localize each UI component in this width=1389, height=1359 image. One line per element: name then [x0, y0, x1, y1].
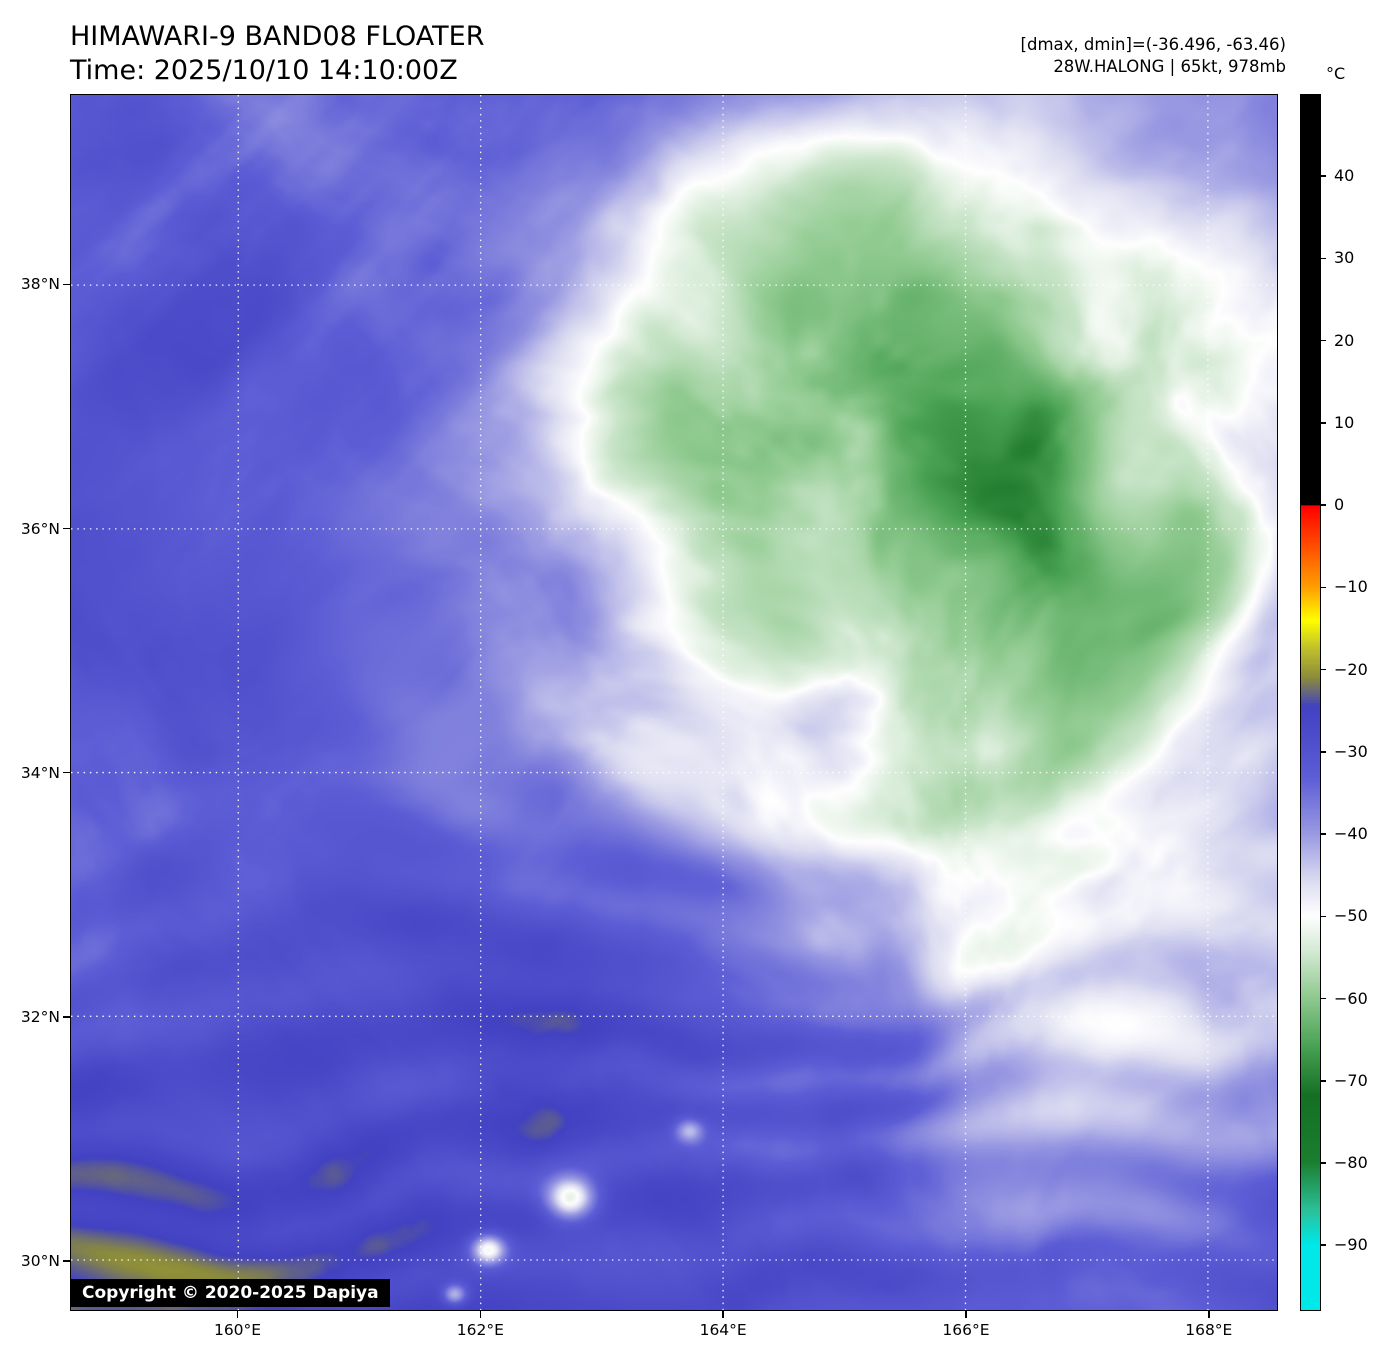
- lat-tick-label: 34°N: [20, 763, 60, 782]
- lat-tick-label: 30°N: [20, 1251, 60, 1270]
- colorbar-tick-label: −80: [1334, 1152, 1368, 1172]
- colorbar-tick-label: −10: [1334, 577, 1368, 597]
- colorbar-tick-mark: [1321, 175, 1326, 177]
- colorbar-tick-mark: [1321, 915, 1326, 918]
- colorbar-tick-mark: [1321, 586, 1326, 589]
- satellite-canvas: [71, 95, 1277, 1310]
- lon-tick-mark: [1208, 1311, 1210, 1318]
- copyright-badge: Copyright © 2020-2025 Dapiya: [71, 1279, 390, 1307]
- grid-overlay: [71, 95, 1277, 1310]
- colorbar-tick-mark: [1321, 1162, 1326, 1164]
- colorbar-tick-label: −90: [1334, 1235, 1368, 1255]
- colorbar-tick-mark: [1321, 997, 1326, 1000]
- lon-tick-label: 166°E: [942, 1321, 990, 1339]
- title-block: HIMAWARI-9 BAND08 FLOATER Time: 2025/10/…: [70, 20, 484, 88]
- lon-tick-mark: [965, 1311, 967, 1318]
- stats-line: [dmax, dmin]=(-36.496, -63.46): [1020, 35, 1286, 54]
- colorbar-tick-label: −70: [1334, 1070, 1368, 1090]
- lon-tick-label: 168°E: [1185, 1321, 1233, 1339]
- colorbar-tick-mark: [1321, 833, 1326, 835]
- colorbar-tick-label: −40: [1334, 824, 1368, 844]
- colorbar-tick-mark: [1321, 668, 1326, 671]
- lat-tick-mark: [63, 1016, 70, 1018]
- colorbar: [1300, 94, 1321, 1311]
- lat-tick-mark: [63, 283, 70, 286]
- lat-tick-label: 36°N: [20, 519, 60, 538]
- colorbar-tick-mark: [1321, 1244, 1326, 1246]
- storm-info-line: 28W.HALONG | 65kt, 978mb: [1053, 57, 1286, 76]
- colorbar-tick-label: 10: [1334, 412, 1355, 432]
- lon-tick-label: 160°E: [213, 1321, 262, 1339]
- lat-tick-label: 32°N: [20, 1007, 60, 1026]
- lat-tick-mark: [63, 1260, 70, 1262]
- colorbar-tick-mark: [1321, 504, 1326, 506]
- lat-tick-mark: [63, 527, 70, 530]
- colorbar-tick-mark: [1321, 1080, 1326, 1082]
- colorbar-tick-mark: [1321, 422, 1326, 424]
- colorbar-tick-label: 20: [1334, 330, 1355, 350]
- colorbar-tick-mark: [1321, 751, 1326, 753]
- colorbar-tick-label: −20: [1334, 659, 1368, 679]
- lat-tick-mark: [63, 771, 70, 774]
- colorbar-tick-label: −50: [1334, 906, 1368, 926]
- colorbar-tick-label: 30: [1334, 248, 1355, 268]
- colorbar-tick-label: −30: [1334, 741, 1368, 761]
- lon-tick-mark: [236, 1311, 239, 1318]
- colorbar-tick-label: 0: [1334, 495, 1345, 515]
- lon-tick-mark: [722, 1311, 724, 1318]
- figure-title: HIMAWARI-9 BAND08 FLOATER: [70, 21, 485, 52]
- lon-tick-label: 162°E: [456, 1321, 504, 1339]
- map-panel: Copyright © 2020-2025 Dapiya: [70, 94, 1278, 1311]
- lon-tick-mark: [479, 1311, 482, 1318]
- figure-time: Time: 2025/10/10 14:10:00Z: [70, 55, 458, 86]
- colorbar-tick-label: 40: [1334, 166, 1355, 186]
- info-block: [dmax, dmin]=(-36.496, -63.46) 28W.HALON…: [1021, 34, 1286, 78]
- colorbar-tick-mark: [1321, 339, 1326, 342]
- lat-tick-label: 38°N: [20, 275, 60, 294]
- colorbar-tick-mark: [1321, 257, 1326, 260]
- colorbar-canvas: [1301, 95, 1320, 1310]
- lon-tick-label: 164°E: [699, 1321, 747, 1339]
- colorbar-unit-label: °C: [1326, 64, 1346, 83]
- colorbar-tick-label: −60: [1334, 988, 1368, 1008]
